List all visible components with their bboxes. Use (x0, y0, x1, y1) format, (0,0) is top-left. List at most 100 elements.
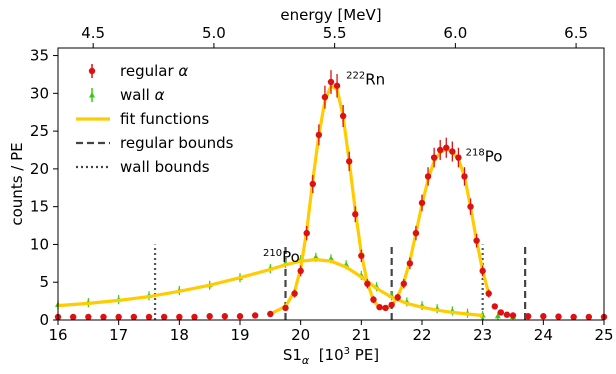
top-tick-label: 6.5 (564, 24, 588, 42)
regular-point (394, 294, 401, 301)
regular-point (236, 313, 244, 320)
x-tick-label: 20 (291, 326, 310, 344)
regular-point (291, 290, 298, 297)
x-tick-label: 22 (412, 326, 431, 344)
y-tick-label: 15 (30, 198, 49, 216)
regular-point (412, 229, 420, 237)
legend-label: fit functions (120, 110, 209, 128)
regular-point (376, 303, 383, 311)
regular-point (176, 313, 183, 321)
regular-point (449, 148, 456, 155)
regular-point (479, 267, 486, 275)
regular-point (297, 267, 304, 275)
regular-point (491, 303, 498, 310)
regular-point (85, 313, 92, 321)
wall-point (312, 254, 319, 260)
x-tick-label: 18 (170, 326, 189, 344)
regular-point (115, 313, 122, 321)
regular-point (267, 310, 274, 318)
regular-point (251, 312, 259, 319)
regular-point (160, 313, 168, 321)
legend-label: regular α (120, 62, 188, 80)
x-tick-label: 25 (594, 326, 613, 344)
regular-point (585, 313, 593, 321)
fit-function-line (269, 84, 491, 316)
plot-area (153, 244, 527, 320)
legend-label: regular bounds (120, 134, 234, 152)
regular-point (540, 313, 547, 320)
legend-marker-point (88, 67, 96, 75)
y-tick-label: 5 (39, 273, 49, 291)
wall-point (494, 313, 501, 319)
y-axis-label: counts / PE (8, 142, 26, 225)
regular-point (509, 312, 517, 319)
legend-label: wall bounds (120, 158, 210, 176)
top-tick-label: 4.5 (81, 24, 105, 42)
regular-point (339, 112, 347, 120)
y-tick-label: 10 (30, 235, 49, 253)
legend: regular α wall α fit functions regular boun… (76, 62, 234, 176)
regular-point (191, 313, 198, 321)
axes-frame (57, 47, 605, 321)
regular-point (497, 309, 505, 316)
regular-point (130, 313, 138, 321)
peak-annotation: 210Po (263, 248, 300, 266)
x-tick-label: 23 (473, 326, 492, 344)
regular-point (309, 180, 316, 188)
regular-point (382, 304, 389, 312)
x-tick-label: 17 (109, 326, 128, 344)
x-tick-label: 24 (534, 326, 553, 344)
regular-point (346, 158, 353, 165)
regular-point (424, 173, 432, 180)
regular-point (400, 280, 407, 287)
regular-point (206, 313, 213, 320)
regular-point (461, 173, 468, 180)
x-tick-label: 19 (230, 326, 249, 344)
y-tick-label: 35 (30, 47, 49, 65)
x-tick-label: 21 (352, 326, 371, 344)
regular-point (570, 313, 577, 321)
regular-point (503, 311, 511, 318)
fit-function-line (57, 258, 483, 318)
regular-point (555, 313, 562, 320)
regular-point (437, 146, 444, 154)
regular-point (467, 203, 474, 210)
regular-point (327, 78, 335, 86)
peak-annotation: 222Rn (346, 70, 385, 88)
top-tick-label: 6.0 (443, 24, 467, 42)
regular-point (352, 211, 359, 218)
data-series-layer (54, 70, 608, 321)
regular-point (303, 229, 310, 237)
regular-point (221, 313, 229, 320)
regular-point (321, 93, 329, 101)
x-axis-label: S1α [103 PE] (283, 346, 379, 367)
regular-point (69, 313, 77, 321)
top-tick-label: 5.0 (202, 24, 226, 42)
x-tick-label: 16 (48, 326, 67, 344)
axes-layer: 16 17 18 19 20 21 22 23 24 25 0 5 10 15 20 25 30 35 4.5 5.0… (8, 6, 614, 367)
regular-point (358, 252, 365, 259)
regular-point (406, 260, 414, 267)
y-tick-label: 0 (39, 311, 49, 329)
regular-point (364, 280, 371, 287)
regular-point (455, 154, 462, 161)
regular-point (473, 237, 480, 244)
regular-point (443, 144, 450, 151)
regular-point (388, 301, 395, 309)
regular-point (145, 313, 153, 321)
peak-annotation: 218Po (466, 147, 503, 165)
regular-point (333, 82, 341, 89)
regular-point (315, 131, 323, 139)
regular-point (418, 199, 426, 207)
top-tick-label: 5.5 (323, 24, 347, 42)
regular-point (370, 296, 377, 303)
legend-marker-point (89, 92, 95, 98)
top-axis-label: energy [MeV] (280, 6, 381, 24)
y-tick-label: 25 (30, 122, 49, 140)
y-tick-label: 20 (30, 160, 49, 178)
regular-point (282, 304, 289, 312)
regular-point (485, 290, 492, 297)
regular-point (524, 313, 532, 320)
y-tick-label: 30 (30, 84, 49, 102)
